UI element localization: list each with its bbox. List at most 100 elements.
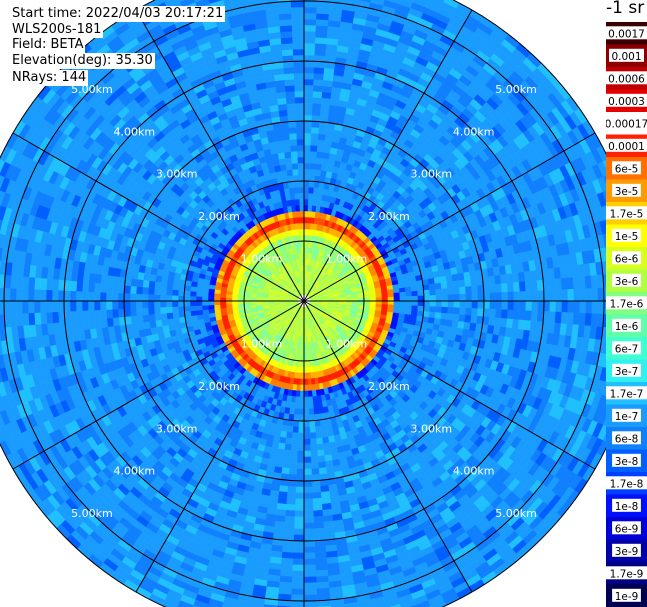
data-cell xyxy=(303,108,313,116)
data-cell xyxy=(543,290,551,302)
data-cell xyxy=(316,151,324,159)
data-cell xyxy=(303,588,318,596)
data-cell xyxy=(295,486,305,494)
data-cell xyxy=(303,120,313,128)
data-cell xyxy=(459,300,467,309)
data-cell xyxy=(303,396,309,404)
data-cell xyxy=(303,6,318,14)
data-cell xyxy=(312,498,322,506)
data-cell xyxy=(495,283,503,293)
data-cell xyxy=(303,528,315,536)
data-cell xyxy=(303,36,316,44)
data-cell xyxy=(286,492,296,500)
data-cell xyxy=(507,282,515,293)
data-cell xyxy=(303,402,309,410)
data-cell xyxy=(303,390,309,398)
data-cell xyxy=(291,576,305,584)
data-cell xyxy=(597,287,605,302)
data-cell xyxy=(537,300,545,312)
data-cell xyxy=(428,311,436,319)
data-cell xyxy=(530,280,538,292)
data-cell xyxy=(288,468,297,476)
data-cell xyxy=(303,0,318,8)
data-cell xyxy=(303,450,312,458)
data-cell xyxy=(459,286,467,295)
data-cell xyxy=(438,0,445,3)
data-cell xyxy=(303,384,309,392)
data-cell xyxy=(315,37,328,45)
data-cell xyxy=(309,426,316,434)
data-cell xyxy=(303,162,311,170)
data-cell xyxy=(548,311,556,324)
data-cell xyxy=(434,282,442,290)
data-cell xyxy=(278,587,292,595)
data-cell xyxy=(316,581,330,589)
data-cell xyxy=(303,210,309,218)
data-cell xyxy=(525,290,533,302)
data-cell xyxy=(292,558,305,566)
data-cell xyxy=(279,575,293,583)
data-cell xyxy=(423,300,431,307)
data-cell xyxy=(290,450,298,458)
data-cell xyxy=(316,145,325,153)
data-cell xyxy=(393,292,401,298)
data-cell xyxy=(312,395,318,403)
data-cell xyxy=(519,291,527,302)
data-cell xyxy=(579,300,587,314)
data-cell xyxy=(483,300,491,310)
data-cell xyxy=(316,443,324,451)
data-cell xyxy=(369,294,377,299)
data-cell xyxy=(309,438,317,446)
data-cell xyxy=(295,492,305,500)
data-cell xyxy=(312,84,324,93)
data-cell xyxy=(319,485,330,493)
data-cell xyxy=(288,474,297,482)
data-cell xyxy=(287,480,297,488)
data-cell xyxy=(300,372,305,380)
data-cell xyxy=(453,307,461,315)
data-cell xyxy=(464,278,472,288)
data-cell xyxy=(303,438,311,446)
data-cell xyxy=(292,564,305,572)
data-cell xyxy=(321,97,331,105)
data-cell xyxy=(465,307,473,316)
data-cell xyxy=(306,372,312,380)
data-cell xyxy=(317,455,326,463)
data-cell xyxy=(283,521,295,529)
data-cell xyxy=(277,442,286,450)
data-cell xyxy=(291,570,305,578)
data-cell xyxy=(416,310,424,317)
data-cell xyxy=(308,186,315,194)
data-cell xyxy=(483,284,491,294)
data-cell xyxy=(585,288,593,302)
data-cell xyxy=(289,462,298,470)
data-cell xyxy=(303,102,313,110)
data-cell xyxy=(303,540,315,548)
data-cell xyxy=(584,313,592,327)
data-cell xyxy=(283,449,292,457)
data-cell xyxy=(417,300,425,307)
data-cell xyxy=(286,498,296,506)
data-cell xyxy=(303,462,312,470)
data-cell xyxy=(310,456,319,464)
data-cell xyxy=(399,291,407,298)
data-cell xyxy=(381,300,389,305)
data-cell xyxy=(292,426,299,434)
data-cell xyxy=(303,576,317,584)
data-cell xyxy=(303,186,310,194)
data-cell xyxy=(291,432,299,440)
data-cell xyxy=(501,300,509,311)
data-cell xyxy=(284,443,292,451)
data-cell xyxy=(416,285,424,292)
data-cell xyxy=(303,114,313,122)
data-cell xyxy=(375,297,383,302)
data-cell xyxy=(488,316,496,327)
data-cell xyxy=(429,300,437,307)
data-cell xyxy=(578,312,586,326)
data-cell xyxy=(293,414,300,422)
data-cell xyxy=(299,390,305,398)
data-cell xyxy=(549,300,557,313)
data-cell xyxy=(309,156,317,164)
data-cell xyxy=(293,408,300,416)
data-cell xyxy=(363,295,371,299)
